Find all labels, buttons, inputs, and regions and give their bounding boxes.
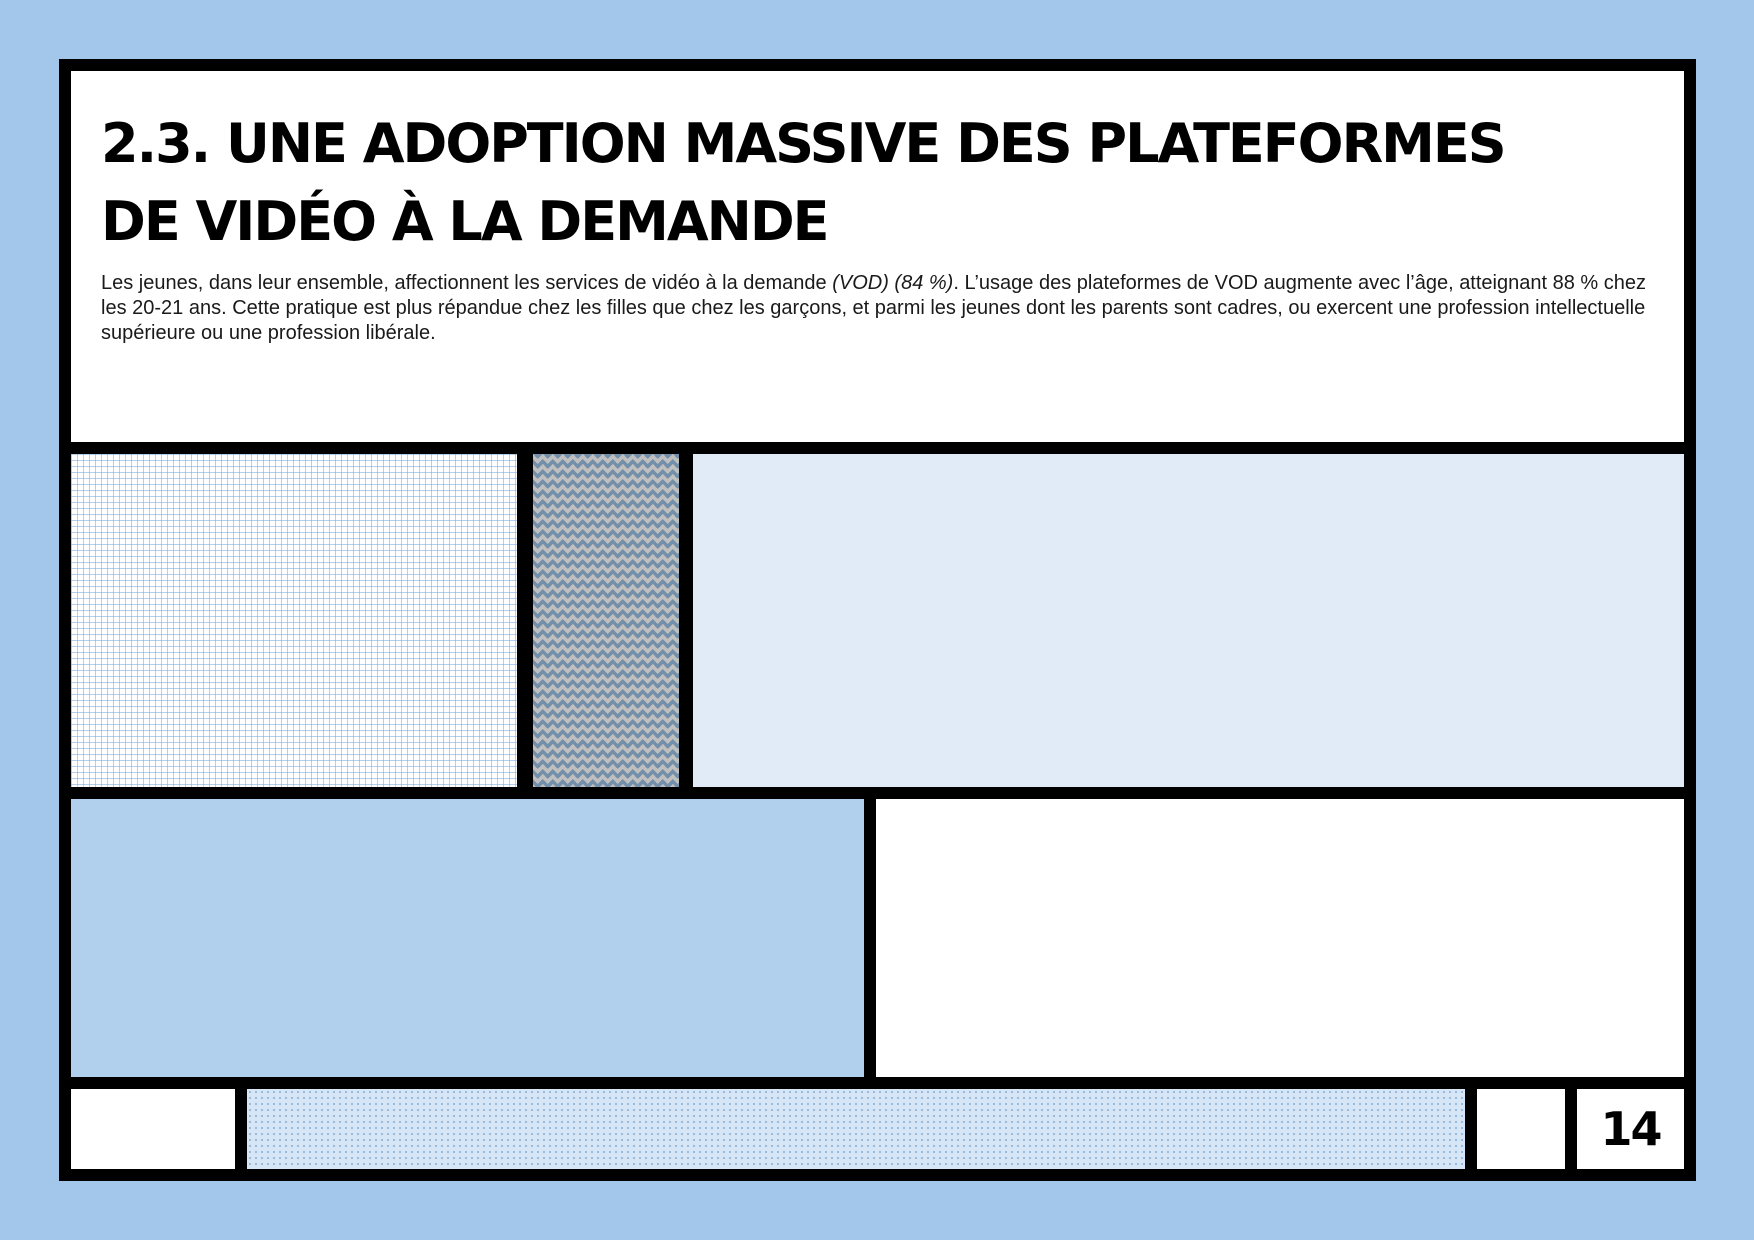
page-number: 14 (1600, 1102, 1662, 1156)
intro-emphasis: (VOD) (84 %) (832, 272, 954, 294)
page-frame: 2.3. UNE ADOPTION MASSIVE DES PLATEFORME… (59, 59, 1696, 1181)
blue-panel (71, 799, 864, 1077)
intro-text-part-1: Les jeunes, dans leur ensemble, affectio… (101, 272, 833, 294)
footer-left-panel (71, 1089, 235, 1169)
intro-paragraph: Les jeunes, dans leur ensemble, affectio… (101, 271, 1661, 346)
title-line-1: 2.3. UNE ADOPTION MASSIVE DES PLATEFORME… (101, 112, 1507, 175)
grid-pattern-panel (71, 454, 517, 787)
zigzag-pattern-panel (533, 454, 679, 787)
page-number-panel: 14 (1577, 1089, 1684, 1169)
footer-dotted-panel (247, 1089, 1465, 1169)
section-title: 2.3. UNE ADOPTION MASSIVE DES PLATEFORME… (101, 105, 1684, 261)
header-panel: 2.3. UNE ADOPTION MASSIVE DES PLATEFORME… (71, 71, 1684, 442)
title-line-2: DE VIDÉO À LA DEMANDE (101, 190, 830, 253)
footer-small-panel (1477, 1089, 1565, 1169)
light-blue-panel (693, 454, 1684, 787)
white-panel (876, 799, 1684, 1077)
intro-text-part-2: . L’usage des plateformes de VOD augment… (101, 272, 1646, 344)
